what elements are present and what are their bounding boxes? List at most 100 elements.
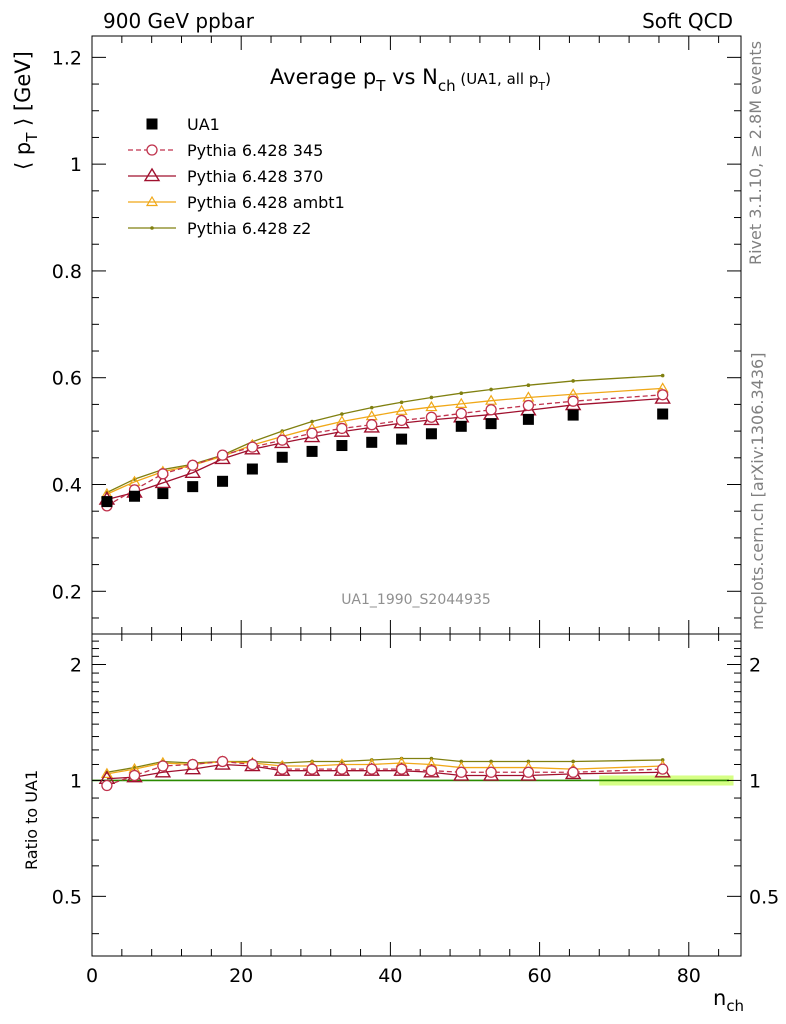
- marker-triangle: [154, 474, 172, 489]
- marker-circle: [246, 758, 259, 771]
- marker-circle: [276, 434, 288, 446]
- marker-square: [567, 409, 579, 421]
- header-left: 900 GeV ppbar: [103, 9, 255, 33]
- marker-circle: [336, 422, 348, 435]
- marker-circle: [187, 758, 199, 771]
- marker-circle: [157, 468, 169, 480]
- series-line: [106, 387, 663, 495]
- y-tick-label: 0.8: [52, 261, 82, 283]
- marker-circle: [128, 769, 141, 782]
- marker-circle: [485, 404, 497, 416]
- marker-square: [455, 420, 467, 432]
- marker-circle: [657, 763, 669, 775]
- marker-square: [485, 418, 497, 430]
- ratio-line: [106, 760, 663, 787]
- title-middle: vs N: [385, 65, 437, 89]
- marker-dot: [489, 387, 493, 392]
- marker-square: [187, 481, 199, 493]
- title-suffix-open: (UA1, all p: [456, 70, 539, 88]
- xlabel-sub: ch: [726, 997, 744, 1015]
- title-middle-sub: ch: [438, 77, 456, 95]
- rivet-label: Rivet 3.1.10, ≥ 2.8M events: [746, 41, 765, 265]
- x-tick-label: 80: [677, 965, 701, 987]
- marker-circle: [246, 441, 259, 453]
- marker-circle: [336, 763, 348, 775]
- ylabel-close: ⟩ [GeV]: [11, 51, 35, 133]
- marker-circle: [366, 763, 378, 775]
- marker-square: [366, 436, 378, 448]
- marker-circle: [157, 760, 169, 772]
- analysis-id: UA1_1990_S2044935: [341, 592, 491, 608]
- ticks-layer: 0 20 40 60 80 0.2 0.4 0.6 0.8 1 1.2 0.5 0.5 1 1 2 2: [52, 36, 779, 987]
- legend-label: UA1: [187, 115, 220, 134]
- series-ua1: [101, 408, 669, 508]
- marker-dot: [310, 419, 314, 424]
- legend: UA1 Pythia 6.428 345 Pythia 6.428 370 Pythi…: [128, 115, 345, 238]
- marker-circle: [216, 755, 229, 768]
- plot-title: Average pT vs Nch (UA1, all pT): [270, 65, 551, 95]
- x-tick-label: 60: [527, 965, 551, 987]
- x-tick-label: 40: [378, 965, 402, 987]
- marker-dot: [526, 383, 531, 387]
- ylabel-sub: T: [23, 132, 41, 143]
- marker-triangle: [143, 167, 161, 182]
- marker-circle: [187, 459, 199, 471]
- legend-label: Pythia 6.428 345: [187, 141, 323, 160]
- marker-circle: [425, 411, 438, 423]
- series-pythia-6-428-z2: [105, 373, 665, 495]
- marker-triangle-small: [455, 397, 468, 408]
- marker-triangle-small: [425, 400, 438, 412]
- marker-circle: [306, 763, 318, 775]
- marker-square: [246, 463, 258, 475]
- marker-square: [129, 490, 141, 502]
- series-line: [106, 374, 663, 494]
- series-pythia-6-428-345: [101, 389, 669, 512]
- marker-triangle: [184, 464, 201, 479]
- marker-circle: [216, 449, 229, 461]
- y-tick-label: 1.2: [52, 47, 82, 69]
- ratio-y-axis-label: Ratio to UA1: [22, 770, 41, 870]
- marker-circle: [455, 407, 467, 420]
- marker-dot: [660, 373, 665, 378]
- legend-entry: Pythia 6.428 z2: [128, 219, 311, 238]
- ratio-plot-frame: [91, 633, 742, 957]
- marker-circle: [657, 389, 669, 401]
- marker-circle: [146, 144, 158, 156]
- marker-square: [306, 445, 318, 457]
- marker-square: [157, 488, 169, 500]
- title-prefix: Average p: [270, 65, 376, 89]
- ratio-band-layer: [92, 775, 734, 786]
- marker-circle: [101, 779, 113, 792]
- marker-triangle: [154, 763, 172, 778]
- marker-circle: [567, 766, 579, 778]
- marker-square: [657, 408, 669, 420]
- marker-dot: [150, 226, 154, 230]
- marker-square: [425, 428, 437, 440]
- marker-square: [396, 433, 408, 445]
- legend-label: Pythia 6.428 ambt1: [187, 193, 345, 212]
- marker-triangle-small: [100, 767, 113, 778]
- ratio-tick-label-right: 0.5: [749, 886, 779, 908]
- marker-square: [336, 440, 348, 452]
- marker-triangle-small: [145, 195, 159, 207]
- x-tick-label: 0: [86, 965, 98, 987]
- ylabel-open: ⟨ p: [11, 142, 35, 170]
- y-tick-label: 0.4: [52, 475, 82, 497]
- marker-triangle-small: [395, 404, 408, 415]
- marker-dot: [340, 412, 344, 416]
- mcplots-label: mcplots.cern.ch [arXiv:1306.3436]: [748, 353, 767, 630]
- xlabel-base: n: [713, 986, 726, 1010]
- marker-circle: [276, 763, 288, 775]
- marker-dot: [399, 400, 404, 405]
- marker-dot: [369, 405, 374, 410]
- ratio-tick-label-right: 1: [749, 770, 761, 792]
- marker-circle: [366, 419, 378, 431]
- series-layer: [98, 373, 671, 512]
- ratio-tick-label: 0.5: [52, 886, 82, 908]
- marker-dot: [459, 391, 464, 395]
- y-tick-label: 0.2: [52, 581, 82, 603]
- series-pythia-6-428-370: [98, 390, 671, 505]
- marker-circle: [485, 766, 497, 778]
- marker-square: [276, 451, 288, 463]
- legend-entry: UA1: [146, 115, 220, 134]
